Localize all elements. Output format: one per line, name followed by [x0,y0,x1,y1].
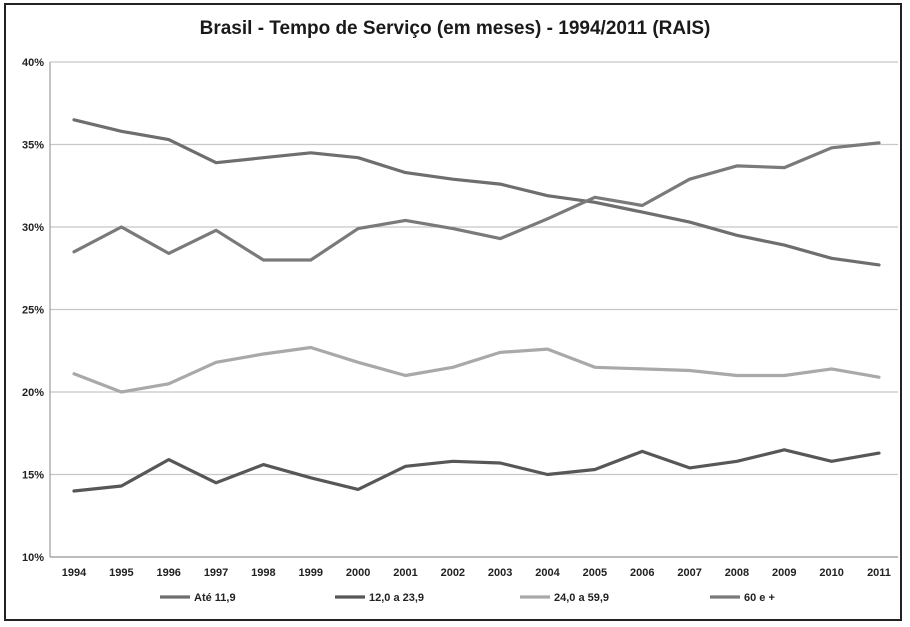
series-line-4 [72,141,881,262]
x-tick-label: 1999 [299,567,323,579]
series-line-1 [72,118,881,267]
x-tick-label: 2005 [583,567,607,579]
x-tick-label: 2006 [630,567,654,579]
x-tick-label: 1994 [62,567,87,579]
y-tick-label: 40% [22,57,44,69]
y-tick-label: 20% [22,387,44,399]
y-tick-label: 15% [22,470,44,482]
x-tick-label: 1998 [251,567,275,579]
chart-title: Brasil - Tempo de Serviço (em meses) - 1… [199,18,711,39]
y-tick-label: 25% [22,305,44,317]
x-tick-label: 2003 [488,567,512,579]
series-line-3 [72,345,881,394]
chart-frame [4,3,902,621]
x-tick-label: 2000 [346,567,370,579]
x-tick-label: 2002 [441,567,465,579]
legend-label: 12,0 a 23,9 [369,592,424,604]
y-tick-label: 10% [22,552,44,564]
x-tick-label: 2001 [393,567,417,579]
series-line-2 [72,448,881,493]
x-tick-label: 1995 [109,567,133,579]
x-tick-label: 2011 [867,567,891,579]
x-tick-label: 2009 [772,567,796,579]
x-tick-label: 1997 [204,567,228,579]
y-tick-label: 35% [22,140,44,152]
y-tick-label: 30% [22,222,44,234]
x-tick-label: 2007 [677,567,701,579]
legend-label: 24,0 a 59,9 [554,592,609,604]
x-tick-label: 1996 [156,567,180,579]
legend-label: Até 11,9 [194,592,236,604]
x-tick-label: 2004 [535,567,560,579]
x-tick-label: 2008 [725,567,749,579]
legend-label: 60 e + [744,592,775,604]
x-tick-label: 2010 [819,567,843,579]
